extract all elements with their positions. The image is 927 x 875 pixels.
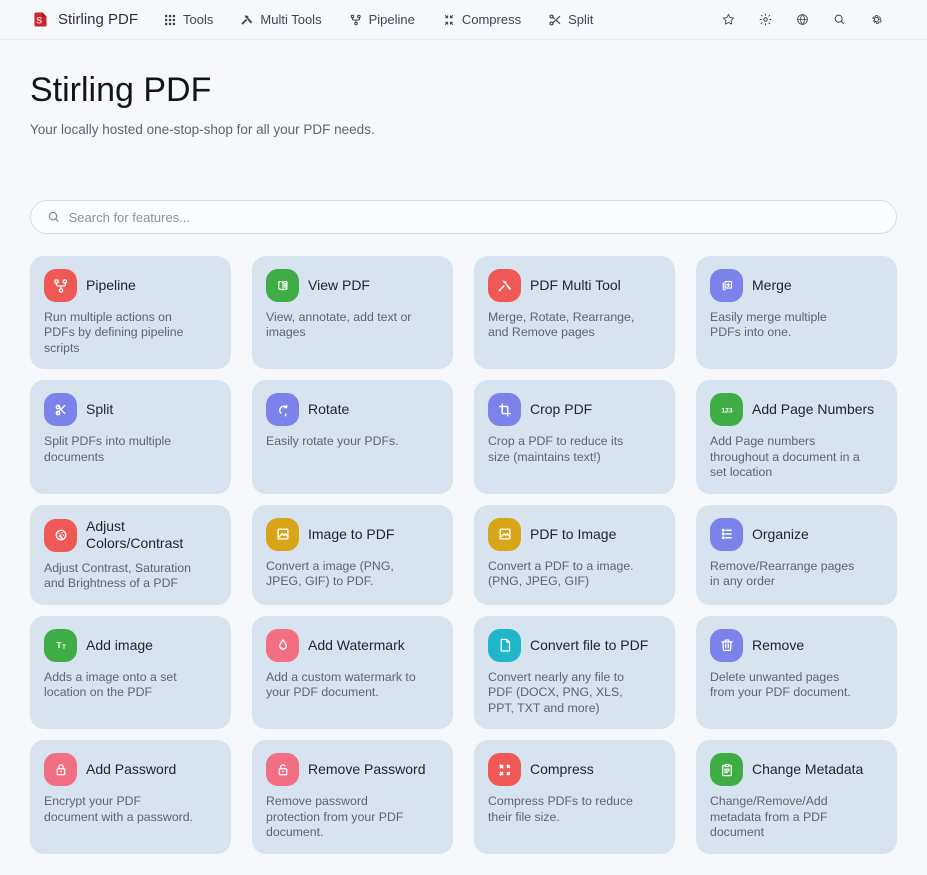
- svg-text:T: T: [56, 641, 61, 650]
- svg-text:T: T: [62, 645, 66, 651]
- svg-text:S: S: [36, 15, 42, 25]
- svg-text:123: 123: [721, 408, 733, 415]
